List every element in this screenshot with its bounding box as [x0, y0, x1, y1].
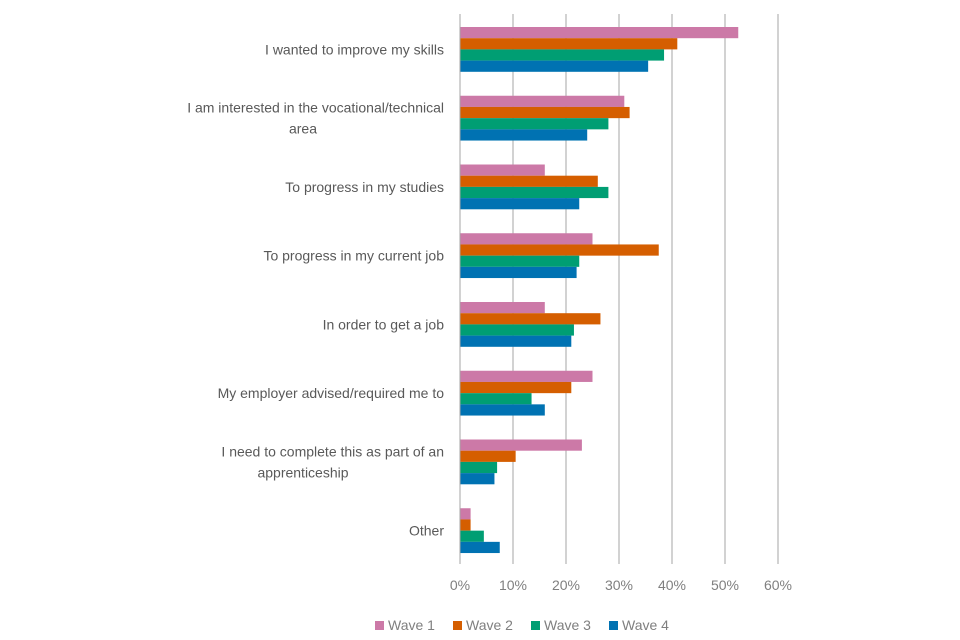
legend-swatch [531, 621, 540, 630]
bar [460, 508, 471, 520]
bar [460, 106, 630, 119]
category-label: I am interested in the vocational/techni… [187, 100, 444, 116]
bar [460, 255, 580, 267]
bar [460, 519, 471, 531]
bar [460, 461, 498, 474]
x-tick-label: 60% [764, 577, 792, 593]
bar [460, 404, 545, 416]
x-axis-tick-labels: 0% 10% 20% 30% 40% 50% 60% [450, 577, 792, 593]
legend-item: Wave 1 [375, 617, 435, 633]
bar [460, 335, 572, 347]
legend-swatch [453, 621, 462, 630]
bar [460, 244, 659, 256]
category-labels: I wanted to improve my skills I am intere… [187, 41, 444, 538]
category-label: I wanted to improve my skills [265, 41, 444, 57]
category-label: area [289, 121, 317, 137]
x-tick-label: 10% [499, 577, 527, 593]
bar [460, 541, 500, 554]
bar [460, 27, 739, 39]
x-tick-label: 30% [605, 577, 633, 593]
bar [460, 38, 678, 50]
category-label: Other [409, 523, 444, 539]
bar [460, 473, 495, 485]
bar [460, 118, 609, 130]
bar [460, 381, 572, 394]
bar [460, 233, 593, 245]
bar [460, 186, 609, 199]
bar [460, 370, 593, 382]
legend-swatch [375, 621, 384, 630]
legend-swatch [609, 621, 618, 630]
legend-label: Wave 3 [544, 617, 591, 633]
category-label: I need to complete this as part of an [221, 443, 444, 459]
bar [460, 313, 601, 325]
x-tick-label: 50% [711, 577, 739, 593]
legend-item: Wave 4 [609, 617, 669, 633]
bar [460, 198, 580, 210]
legend: Wave 1 Wave 2 Wave 3 Wave 4 [375, 617, 669, 633]
bar [460, 393, 532, 405]
legend-label: Wave 2 [466, 617, 513, 633]
category-label: In order to get a job [323, 316, 445, 332]
bar [460, 530, 484, 542]
bar [460, 324, 574, 336]
bar [460, 302, 545, 314]
category-label: To progress in my current job [263, 248, 444, 264]
bar [460, 60, 649, 72]
legend-label: Wave 4 [622, 617, 669, 633]
bar [460, 49, 665, 61]
bar [460, 266, 577, 279]
category-label: apprenticeship [257, 464, 348, 480]
x-tick-label: 0% [450, 577, 470, 593]
legend-label: Wave 1 [388, 617, 435, 633]
x-tick-label: 20% [552, 577, 580, 593]
bar [460, 450, 516, 462]
bar [460, 439, 582, 451]
bar [460, 129, 588, 141]
category-label: To progress in my studies [285, 179, 444, 195]
bars [460, 27, 739, 554]
legend-item: Wave 3 [531, 617, 591, 633]
category-label: My employer advised/required me to [218, 385, 445, 401]
legend-item: Wave 2 [453, 617, 513, 633]
x-tick-label: 40% [658, 577, 686, 593]
bar [460, 95, 625, 107]
bar [460, 175, 598, 187]
bar [460, 164, 545, 176]
